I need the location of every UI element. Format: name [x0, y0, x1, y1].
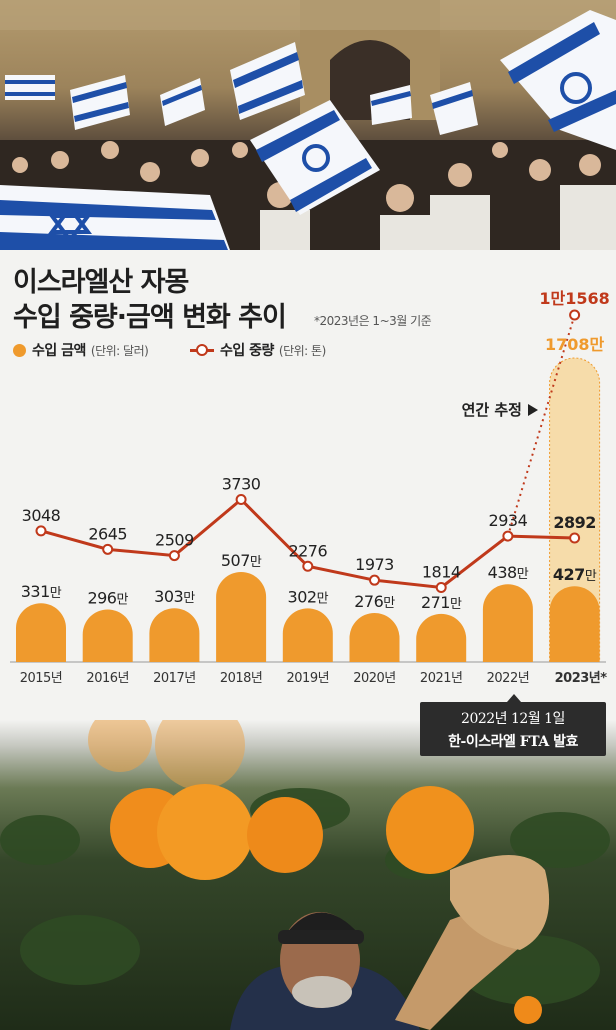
weight-label: 2645	[88, 524, 127, 543]
fta-label: 한-이스라엘 FTA 발효	[448, 734, 578, 750]
weight-label: 3730	[222, 475, 261, 494]
estimate-weight-line	[506, 314, 576, 537]
amount-bar	[16, 603, 66, 662]
flag-march-illustration	[0, 0, 616, 250]
legend-weight-swatch	[190, 344, 214, 356]
weight-point	[569, 532, 581, 544]
legend-amount-swatch	[13, 343, 26, 357]
estimate-amount-label: 1708만	[545, 335, 605, 354]
category-label: 2015년	[20, 671, 63, 686]
category-label: 2022년	[487, 671, 530, 686]
weight-label: 2892	[553, 513, 596, 532]
amount-label: 438만	[488, 563, 529, 582]
chart-title-line2: 수입 중량·금액 변화 추이	[13, 302, 287, 333]
weight-point	[435, 581, 447, 593]
amount-label: 276만	[354, 592, 395, 611]
legend-weight-unit: (단위: 톤)	[278, 343, 326, 358]
legend-weight: 수입 중량 (단위: 톤)	[190, 340, 326, 360]
weight-point	[102, 543, 114, 555]
annual-estimate-label: 연간 추정	[462, 401, 522, 419]
weight-label: 2934	[489, 511, 528, 530]
weight-point	[35, 525, 47, 537]
weight-point	[302, 560, 314, 572]
weight-label: 1973	[355, 555, 394, 574]
category-label: 2020년	[353, 671, 396, 686]
footnote: *2023년은 1~3월 기준	[314, 314, 432, 328]
category-label: 2021년	[420, 671, 463, 686]
weight-label: 2509	[155, 531, 194, 550]
weight-label: 3048	[22, 506, 61, 525]
weight-point	[235, 494, 247, 506]
fta-date: 2022년 12월 1일	[461, 711, 565, 727]
amount-label: 303만	[154, 587, 195, 606]
grapefruit-illustration	[0, 720, 610, 1030]
weight-point	[168, 550, 180, 562]
amount-label: 302만	[288, 587, 329, 606]
import-chart: 1708만 1만1568 연간 추정 331만 296만 303만 507만 302만 276만…	[10, 289, 610, 686]
annual-estimate-arrow	[528, 404, 538, 416]
amount-bar	[82, 609, 133, 662]
amount-bar	[482, 584, 533, 662]
amount-bar	[282, 608, 333, 662]
category-label: 2019년	[287, 671, 330, 686]
amount-bar	[416, 613, 467, 662]
amount-label: 271만	[421, 593, 462, 612]
category-label: 2017년	[153, 671, 196, 686]
fta-callout: 2022년 12월 1일 한-이스라엘 FTA 발효	[420, 702, 606, 756]
amount-bar	[549, 586, 600, 662]
fta-callout-pointer	[507, 694, 521, 702]
weight-point	[502, 530, 514, 542]
category-label: 2018년	[220, 671, 263, 686]
flag-march-photo	[0, 0, 616, 250]
legend-amount-unit: (단위: 달러)	[90, 343, 149, 358]
estimate-amount-bar	[549, 357, 601, 663]
chart-title-line1: 이스라엘산 자몽	[13, 267, 189, 298]
weight-label: 1814	[422, 562, 461, 581]
amount-label: 296만	[87, 588, 128, 607]
legend-amount-label: 수입 금액	[32, 343, 86, 359]
amount-label: 427만	[553, 565, 597, 584]
amount-bar	[349, 613, 400, 662]
estimate-weight-label: 1만1568	[539, 289, 609, 308]
amount-bar	[149, 608, 200, 662]
category-label: 2016년	[86, 671, 129, 686]
estimate-weight-point	[569, 309, 581, 321]
category-label: 2023년*	[555, 671, 608, 686]
legend-weight-label: 수입 중량	[220, 343, 274, 359]
amount-bar	[216, 572, 267, 662]
amount-label: 507만	[221, 551, 262, 570]
amount-label: 331만	[21, 582, 62, 601]
legend-amount: 수입 금액 (단위: 달러)	[13, 340, 149, 360]
weight-label: 2276	[288, 541, 327, 560]
grapefruit-harvest-photo	[0, 720, 616, 1030]
weight-point	[369, 574, 380, 586]
